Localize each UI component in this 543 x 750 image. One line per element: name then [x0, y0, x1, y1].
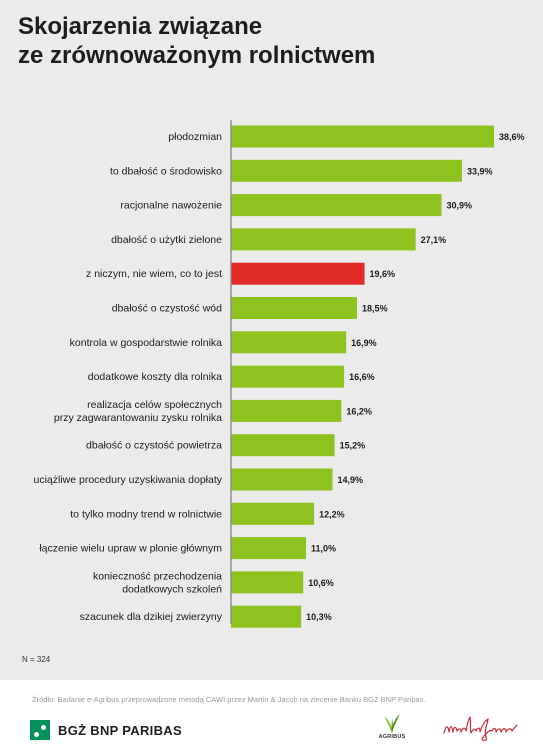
value-label-12: 12,2%	[319, 509, 345, 519]
value-label-13: 11,0%	[311, 544, 336, 554]
value-label-7: 16,9%	[351, 338, 377, 348]
bar-2	[231, 159, 462, 182]
category-label-9-line-1: realizacja celów społecznych	[87, 399, 222, 411]
martin-jacob-signature-icon	[443, 716, 518, 742]
bar-9	[231, 399, 342, 422]
agribus-logo: AGRIBUS	[372, 712, 412, 746]
title-line-2: ze zrównoważonym rolnictwem	[18, 42, 376, 69]
bar-13	[231, 537, 306, 560]
category-label-11: uciążliwe procedury uzyskiwania dopłaty	[33, 474, 222, 486]
value-label-6: 18,5%	[362, 304, 388, 314]
value-label-14: 10,6%	[308, 578, 334, 588]
value-label-9: 16,2%	[346, 406, 372, 416]
bgz-logo-text: BGŻ BNP PARIBAS	[58, 722, 182, 738]
bar-8	[231, 365, 345, 388]
bar-6	[231, 297, 358, 319]
value-label-5: 19,6%	[370, 269, 396, 279]
category-label-8: dodatkowe koszty dla rolnika	[88, 371, 222, 383]
bar-4	[231, 228, 416, 251]
bar-14	[231, 571, 304, 594]
bar-5	[231, 262, 365, 285]
category-label-13: łączenie wielu upraw w plonie głównym	[39, 543, 222, 555]
category-label-7: kontrola w gospodarstwie rolnika	[70, 337, 222, 349]
category-label-14-line-2: dodatkowych szkoleń	[122, 583, 222, 595]
chart-title: Skojarzenia związane ze zrównoważonym ro…	[18, 12, 518, 70]
category-label-2: to dbałość o środowisko	[110, 165, 222, 177]
agribus-leaf-icon	[384, 714, 400, 733]
bar-11	[231, 468, 333, 491]
bgz-bnp-paribas-logo: BGŻ BNP PARIBAS	[30, 718, 182, 742]
category-label-6: dbałość o czystość wód	[112, 303, 222, 315]
agribus-logo-text: AGRIBUS	[378, 734, 406, 740]
bgz-mark-icon	[30, 720, 50, 740]
bar-15	[231, 605, 302, 628]
category-label-15: szacunek dla dzikiej zwierzyny	[80, 611, 223, 623]
value-label-2: 33,9%	[467, 166, 493, 176]
bar-3	[231, 194, 442, 217]
value-label-15: 10,3%	[306, 612, 332, 622]
martin-jacob-logo	[440, 713, 520, 743]
category-label-12: to tylko modny trend w rolnictwie	[70, 508, 222, 520]
bar-12	[231, 502, 315, 525]
category-label-3: racjonalne nawożenie	[120, 200, 222, 212]
category-label-5: z niczym, nie wiem, co to jest	[86, 268, 222, 280]
value-label-4: 27,1%	[421, 235, 447, 245]
value-label-1: 38,6%	[499, 132, 525, 142]
value-label-11: 14,9%	[338, 475, 364, 485]
sample-size-note: N = 324	[22, 655, 51, 664]
value-label-3: 30,9%	[447, 201, 473, 211]
title-line-1: Skojarzenia związane	[18, 13, 263, 40]
category-label-9-line-2: przy zagwarantowaniu zysku rolnika	[54, 412, 222, 424]
category-label-14-line-1: konieczność przechodzenia	[93, 570, 222, 582]
bar-7	[231, 331, 347, 354]
bar-chart: 38,6% płodozmian 33,9% to dbałość o środowi…	[33, 120, 525, 628]
value-label-8: 16,6%	[349, 372, 375, 382]
category-label-4: dbałość o użytki zielone	[111, 234, 222, 246]
bar-10	[231, 434, 335, 457]
category-label-10: dbałość o czystość powietrza	[86, 440, 222, 452]
bar-1	[231, 125, 494, 148]
value-label-10: 15,2%	[340, 441, 366, 451]
category-label-1: płodozmian	[168, 131, 222, 143]
source-note: Źródło: Badanie e-Agribus przeprowadzone…	[32, 695, 426, 704]
